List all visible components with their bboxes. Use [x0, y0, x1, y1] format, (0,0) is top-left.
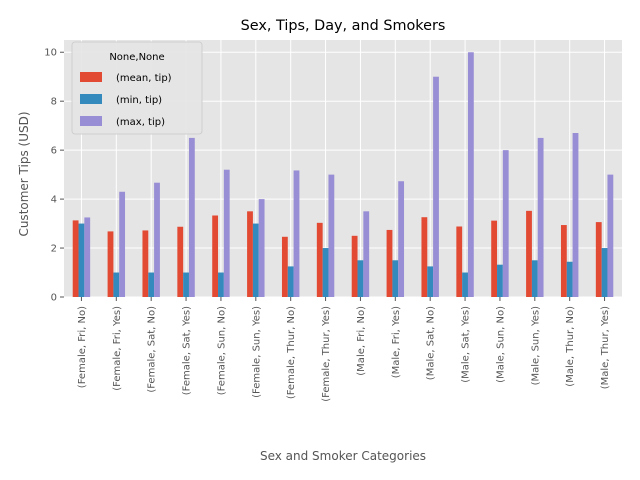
x-tick-label: (Male, Fri, No)	[356, 306, 367, 376]
bar-2-12	[502, 150, 509, 297]
bar-0-4	[212, 215, 219, 297]
bar-0-14	[560, 225, 567, 297]
bar-0-0	[72, 220, 79, 297]
bar-2-0	[84, 217, 91, 297]
legend-label: (mean, tip)	[116, 73, 172, 84]
x-tick-label: (Female, Sat, No)	[147, 306, 158, 393]
bar-1-14	[566, 261, 573, 297]
bar-1-1	[113, 272, 120, 297]
chart-title: Sex, Tips, Day, and Smokers	[241, 18, 446, 34]
bar-0-2	[142, 230, 149, 297]
x-tick-label: (Male, Sat, No)	[426, 306, 437, 380]
bars	[72, 52, 614, 297]
bar-1-10	[427, 266, 434, 297]
bar-1-7	[322, 248, 329, 297]
bar-1-6	[287, 266, 294, 297]
x-tick-label: (Female, Fri, No)	[77, 306, 88, 388]
bar-2-8	[363, 211, 370, 297]
x-tick-label: (Female, Thur, Yes)	[321, 306, 332, 402]
bar-0-12	[491, 220, 498, 297]
bar-1-3	[183, 272, 189, 297]
x-axis-title: Sex and Smoker Categories	[260, 449, 426, 463]
y-axis-title: Customer Tips (USD)	[17, 111, 31, 236]
bar-1-15	[601, 248, 608, 297]
legend-box	[71, 41, 203, 135]
bar-1-0	[78, 223, 85, 297]
x-tick-label: (Male, Sun, Yes)	[530, 306, 541, 385]
x-tick-label: (Female, Sat, Yes)	[182, 306, 193, 395]
legend-swatch	[80, 94, 102, 104]
bar-2-15	[607, 174, 614, 297]
y-tick-label: 10	[44, 48, 57, 59]
bar-0-7	[316, 222, 323, 297]
bar-2-2	[154, 182, 160, 297]
bar-2-11	[467, 52, 474, 297]
bar-1-8	[357, 260, 364, 297]
bar-2-1	[119, 191, 126, 297]
bar-1-9	[392, 260, 399, 297]
legend-label: (max, tip)	[116, 117, 165, 128]
bar-2-10	[433, 76, 439, 297]
bar-0-10	[421, 217, 428, 297]
bar-2-14	[572, 133, 579, 297]
bar-0-6	[281, 236, 288, 297]
x-tick-label: (Male, Thur, Yes)	[600, 306, 611, 389]
y-tick-label: 4	[51, 195, 57, 206]
legend-title: None,None	[109, 52, 164, 63]
y-tick-label: 6	[51, 146, 57, 157]
bar-0-5	[247, 211, 253, 297]
x-tick-label: (Female, Sun, No)	[216, 306, 227, 395]
bar-2-5	[258, 199, 265, 297]
bar-0-3	[177, 226, 184, 297]
legend: None,None (mean, tip) (min, tip) (max, tip…	[71, 41, 203, 135]
x-tick-label: (Male, Thur, No)	[565, 306, 576, 387]
bar-1-12	[497, 264, 503, 297]
bar-2-6	[293, 170, 300, 297]
x-tick-label: (Male, Fri, Yes)	[391, 306, 402, 378]
legend-swatch	[80, 72, 102, 82]
bar-0-13	[526, 210, 532, 297]
legend-swatch	[80, 116, 102, 126]
bar-1-5	[252, 223, 259, 297]
legend-items: (mean, tip) (min, tip) (max, tip)	[80, 72, 172, 128]
x-tick-label: (Female, Thur, No)	[286, 306, 297, 399]
y-axis-ticks: 0 2 4 6 8 10	[44, 48, 64, 304]
x-tick-label: (Male, Sun, No)	[495, 306, 506, 383]
bar-1-2	[148, 272, 155, 297]
bar-2-13	[537, 137, 544, 297]
y-tick-label: 2	[51, 244, 57, 255]
x-tick-label: (Female, Fri, Yes)	[112, 306, 123, 391]
bar-2-4	[223, 169, 230, 297]
y-tick-label: 8	[51, 97, 57, 108]
bar-1-11	[462, 272, 468, 297]
bar-0-8	[351, 235, 358, 297]
bar-2-3	[188, 137, 195, 297]
bar-2-7	[328, 174, 335, 297]
bar-0-9	[386, 229, 393, 297]
bar-2-9	[398, 181, 405, 297]
bar-0-11	[456, 226, 463, 297]
bar-0-15	[595, 222, 602, 297]
bar-1-13	[531, 260, 538, 297]
x-axis-ticks: (Female, Fri, No) (Female, Fri, Yes) (Fema…	[77, 297, 611, 402]
y-tick-label: 0	[51, 293, 57, 304]
bar-0-1	[107, 231, 114, 297]
bar-1-4	[218, 272, 224, 297]
x-tick-label: (Female, Sun, Yes)	[251, 306, 262, 398]
x-tick-label: (Male, Sat, Yes)	[461, 306, 472, 383]
legend-label: (min, tip)	[116, 95, 162, 106]
